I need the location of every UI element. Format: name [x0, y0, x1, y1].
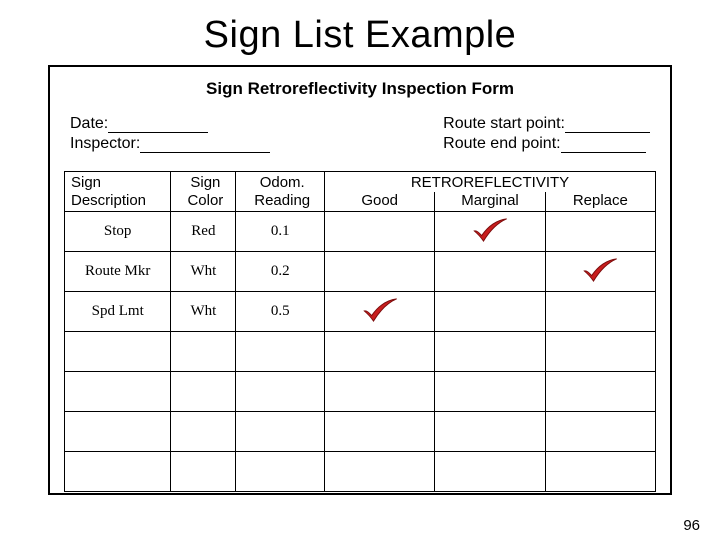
cell-replace	[545, 252, 655, 292]
cell-sign-description	[65, 412, 171, 452]
inspector-field: Inspector:	[70, 135, 270, 153]
cell-marginal	[435, 372, 545, 412]
col-sign-description: Sign Description	[65, 172, 171, 212]
cell-good	[325, 372, 435, 412]
cell-sign-description: Spd Lmt	[65, 292, 171, 332]
col-marginal: Marginal	[435, 192, 545, 212]
cell-odom-reading	[236, 332, 325, 372]
cell-good	[325, 212, 435, 252]
cell-odom-reading: 0.1	[236, 212, 325, 252]
cell-marginal	[435, 452, 545, 492]
table-row: Route MkrWht0.2	[65, 252, 656, 292]
cell-good	[325, 332, 435, 372]
cell-sign-description	[65, 452, 171, 492]
date-label: Date:	[70, 115, 108, 132]
table-row	[65, 412, 656, 452]
col-replace: Replace	[545, 192, 655, 212]
page-title: Sign List Example	[0, 14, 720, 57]
cell-good	[325, 412, 435, 452]
table-row	[65, 332, 656, 372]
inspection-table: Sign Description Sign Color Odom. Readin…	[64, 171, 656, 492]
col-retroreflectivity-group: RETROREFLECTIVITY	[325, 172, 656, 192]
route-end-label: Route end point:	[443, 135, 560, 152]
cell-replace	[545, 412, 655, 452]
cell-marginal	[435, 212, 545, 252]
cell-good	[325, 292, 435, 332]
inspector-label: Inspector:	[70, 135, 140, 152]
cell-marginal	[435, 252, 545, 292]
table-row	[65, 452, 656, 492]
cell-odom-reading	[236, 412, 325, 452]
col-sign-color: Sign Color	[171, 172, 236, 212]
form-container: Sign Retroreflectivity Inspection Form D…	[48, 65, 672, 495]
route-end-field: Route end point:	[443, 135, 650, 153]
cell-marginal	[435, 412, 545, 452]
cell-replace	[545, 372, 655, 412]
cell-sign-color	[171, 452, 236, 492]
route-start-field: Route start point:	[443, 115, 650, 133]
cell-replace	[545, 332, 655, 372]
cell-sign-description: Stop	[65, 212, 171, 252]
cell-marginal	[435, 292, 545, 332]
form-title: Sign Retroreflectivity Inspection Form	[64, 79, 656, 99]
cell-odom-reading	[236, 452, 325, 492]
cell-sign-color	[171, 332, 236, 372]
cell-replace	[545, 292, 655, 332]
cell-sign-color: Red	[171, 212, 236, 252]
cell-replace	[545, 212, 655, 252]
cell-sign-color	[171, 412, 236, 452]
cell-good	[325, 252, 435, 292]
cell-replace	[545, 452, 655, 492]
cell-sign-color: Wht	[171, 292, 236, 332]
cell-sign-color: Wht	[171, 252, 236, 292]
cell-odom-reading: 0.2	[236, 252, 325, 292]
page-number: 96	[683, 517, 700, 534]
cell-odom-reading: 0.5	[236, 292, 325, 332]
cell-marginal	[435, 332, 545, 372]
route-start-label: Route start point:	[443, 115, 565, 132]
cell-sign-description: Route Mkr	[65, 252, 171, 292]
col-good: Good	[325, 192, 435, 212]
header-fields: Date: Inspector: Route start point: Rout…	[64, 115, 656, 153]
table-row: StopRed0.1	[65, 212, 656, 252]
date-field: Date:	[70, 115, 270, 133]
cell-odom-reading	[236, 372, 325, 412]
table-row	[65, 372, 656, 412]
cell-sign-description	[65, 372, 171, 412]
col-odom-reading: Odom. Reading	[236, 172, 325, 212]
cell-sign-description	[65, 332, 171, 372]
cell-sign-color	[171, 372, 236, 412]
table-row: Spd LmtWht0.5	[65, 292, 656, 332]
cell-good	[325, 452, 435, 492]
